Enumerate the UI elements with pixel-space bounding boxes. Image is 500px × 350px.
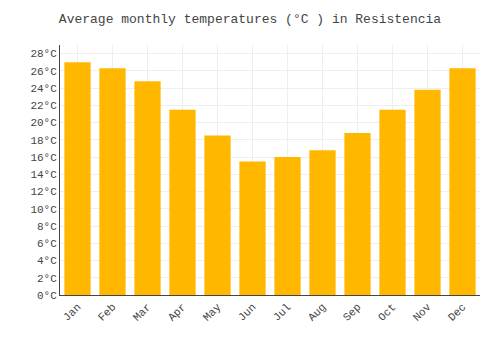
svg-text:May: May — [201, 301, 224, 324]
svg-text:22°C: 22°C — [30, 100, 57, 112]
svg-text:12°C: 12°C — [30, 186, 57, 198]
svg-text:Oct: Oct — [376, 301, 398, 323]
svg-text:Sep: Sep — [341, 301, 363, 323]
svg-text:2°C: 2°C — [37, 273, 57, 285]
svg-text:Apr: Apr — [166, 301, 188, 323]
svg-text:Jul: Jul — [271, 301, 293, 323]
svg-text:Aug: Aug — [306, 301, 328, 323]
svg-text:Nov: Nov — [411, 301, 434, 324]
svg-text:0°C: 0°C — [37, 290, 57, 302]
svg-text:26°C: 26°C — [30, 66, 57, 78]
svg-text:14°C: 14°C — [30, 169, 57, 181]
svg-text:18°C: 18°C — [30, 135, 57, 147]
svg-text:Jun: Jun — [236, 301, 258, 323]
svg-text:10°C: 10°C — [30, 204, 57, 216]
svg-text:8°C: 8°C — [37, 221, 57, 233]
svg-text:20°C: 20°C — [30, 117, 57, 129]
svg-text:Dec: Dec — [446, 301, 468, 323]
svg-text:Feb: Feb — [96, 301, 118, 323]
svg-text:Mar: Mar — [131, 301, 153, 323]
svg-text:Average monthly temperatures (: Average monthly temperatures (°C ) in Re… — [59, 12, 441, 27]
svg-text:16°C: 16°C — [30, 152, 57, 164]
svg-text:24°C: 24°C — [30, 83, 57, 95]
svg-text:6°C: 6°C — [37, 238, 57, 250]
svg-text:Jan: Jan — [61, 301, 83, 323]
svg-text:4°C: 4°C — [37, 255, 57, 267]
svg-text:28°C: 28°C — [30, 48, 57, 60]
